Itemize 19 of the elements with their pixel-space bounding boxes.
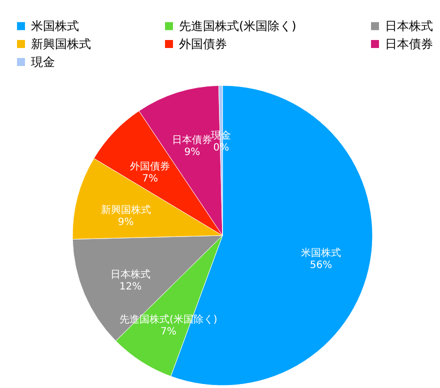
slice-label: 新興国株式 [100,204,151,216]
data-label: 12% [119,282,142,293]
slice-label: 米国株式 [300,247,341,259]
data-label: 9% [184,147,200,158]
legend-label: 日本株式 [385,19,433,34]
slice-label: 日本債券 [172,134,212,146]
legend-label: 先進国株式(米国除く) [179,19,296,34]
legend-label: 米国株式 [31,19,79,34]
data-label: 7% [142,174,158,185]
legend-label: 現金 [31,55,55,69]
data-label: 0% [213,142,230,154]
data-label: 56% [310,260,332,271]
data-label: 7% [160,326,176,338]
legend-label: 新興国株式 [31,37,91,51]
data-label: 9% [118,217,134,228]
slice-label: 外国債券 [130,160,170,173]
slice-label: 日本株式 [110,268,150,281]
legend-label: 外国債券 [179,37,227,51]
legend-label: 日本債券 [385,37,433,51]
